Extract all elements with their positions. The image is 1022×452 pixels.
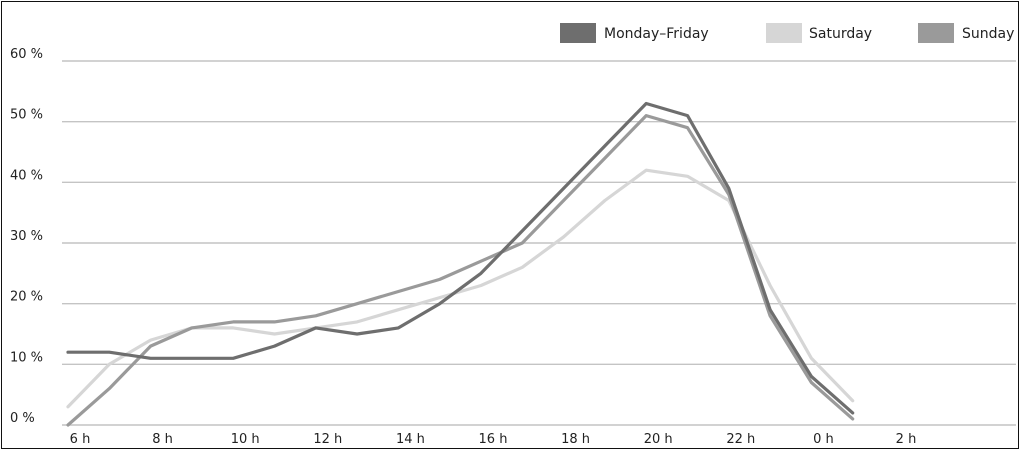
y-axis-tick-labels: 0 % 10 % 20 % 30 % 40 % 50 % 60 %	[10, 47, 43, 426]
y-tick-label: 40 %	[10, 168, 43, 183]
x-tick-label: 0 h	[813, 432, 834, 447]
legend-swatch-saturday	[766, 23, 802, 43]
y-tick-label: 60 %	[10, 47, 43, 62]
y-tick-label: 10 %	[10, 350, 43, 365]
y-tick-label: 50 %	[10, 108, 43, 123]
legend-label-monday-friday: Monday–Friday	[604, 26, 709, 42]
x-axis-tick-labels: 6 h 8 h 10 h 12 h 14 h 16 h 18 h 20 h 22 h 0 h 2 h	[70, 432, 917, 447]
x-tick-label: 10 h	[231, 432, 260, 447]
y-tick-label: 30 %	[10, 229, 43, 244]
legend-label-saturday: Saturday	[809, 26, 872, 42]
x-tick-label: 16 h	[479, 432, 508, 447]
y-tick-label: 0 %	[10, 411, 35, 426]
x-tick-label: 2 h	[896, 432, 917, 447]
legend: Monday–Friday Saturday Sunday	[560, 23, 1014, 43]
x-tick-label: 14 h	[396, 432, 425, 447]
gridlines	[62, 60, 1016, 426]
legend-swatch-monday-friday	[560, 23, 596, 43]
x-tick-label: 6 h	[70, 432, 91, 447]
series-line-monday-friday	[66, 101, 855, 415]
y-tick-label: 20 %	[10, 290, 43, 305]
x-tick-label: 18 h	[561, 432, 590, 447]
legend-swatch-sunday	[918, 23, 954, 43]
series-line-sunday	[66, 113, 855, 427]
series-lines	[66, 101, 855, 427]
x-tick-label: 22 h	[726, 432, 755, 447]
x-tick-label: 20 h	[644, 432, 673, 447]
x-tick-label: 12 h	[313, 432, 342, 447]
legend-label-sunday: Sunday	[962, 26, 1014, 42]
x-tick-label: 8 h	[152, 432, 173, 447]
